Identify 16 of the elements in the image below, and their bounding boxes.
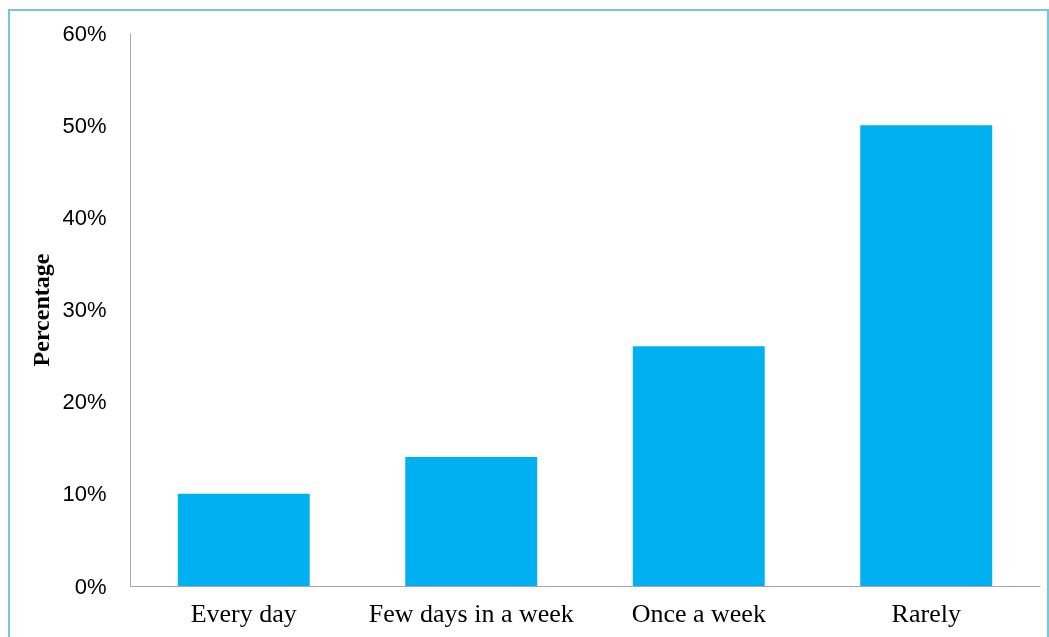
y-tick-label: 0% bbox=[74, 573, 107, 599]
x-tick-label: Rarely bbox=[891, 598, 961, 628]
y-axis-title: Percentage bbox=[28, 253, 55, 367]
y-tick-label: 20% bbox=[62, 389, 107, 415]
bar bbox=[177, 493, 310, 586]
y-tick-label: 50% bbox=[62, 112, 107, 138]
bar bbox=[632, 346, 765, 586]
y-tick-label: 40% bbox=[62, 204, 107, 230]
x-tick-label: Once a week bbox=[631, 598, 766, 628]
y-tick-label: 30% bbox=[62, 297, 107, 322]
bar bbox=[405, 456, 538, 586]
x-tick-label: Few days in a week bbox=[368, 598, 574, 628]
y-tick-label: 60% bbox=[62, 20, 107, 46]
bar bbox=[860, 125, 993, 586]
x-tick-label: Every day bbox=[190, 598, 297, 628]
y-tick-label: 10% bbox=[62, 481, 107, 507]
